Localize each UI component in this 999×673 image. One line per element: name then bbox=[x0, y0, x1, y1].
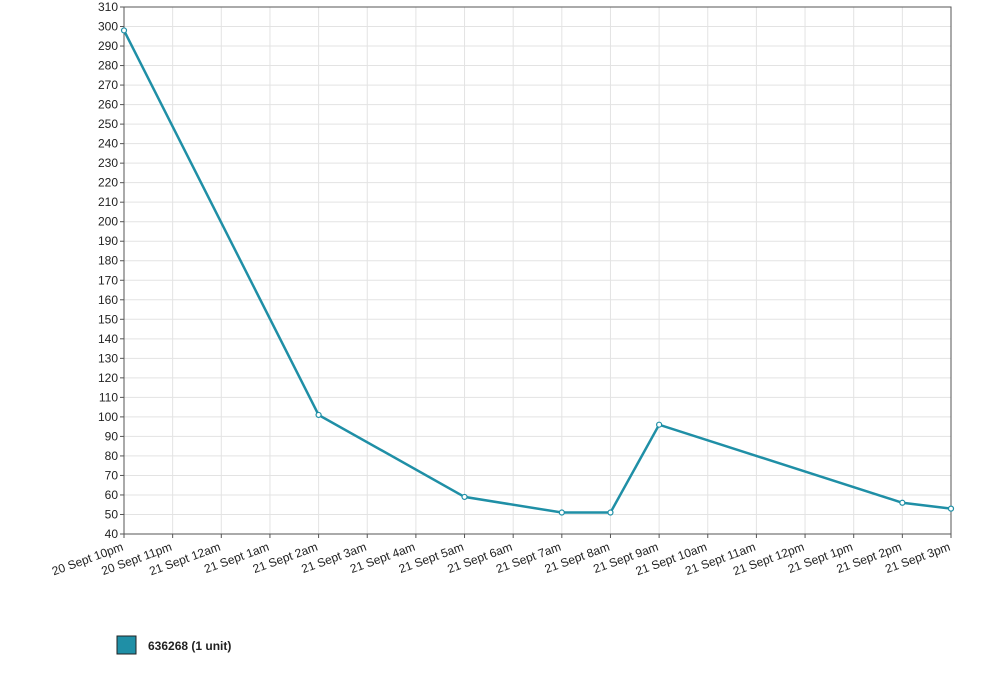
y-tick-label: 300 bbox=[98, 20, 118, 34]
y-tick-label: 150 bbox=[98, 312, 118, 326]
plot-frame bbox=[123, 6, 952, 535]
data-point bbox=[607, 509, 614, 516]
y-tick-label: 40 bbox=[105, 527, 119, 541]
y-tick-label: 180 bbox=[98, 254, 118, 268]
y-tick-label: 50 bbox=[105, 507, 119, 521]
y-tick-label: 140 bbox=[98, 332, 118, 346]
y-tick-label: 210 bbox=[98, 195, 118, 209]
y-tick-label: 280 bbox=[98, 59, 118, 73]
y-tick-label: 60 bbox=[105, 488, 119, 502]
data-point bbox=[899, 499, 906, 506]
legend-swatch bbox=[116, 635, 137, 655]
data-point bbox=[461, 493, 468, 501]
y-tick-label: 250 bbox=[98, 117, 118, 131]
data-point bbox=[656, 421, 663, 428]
y-tick-label: 120 bbox=[98, 371, 118, 385]
y-tick-label: 220 bbox=[98, 176, 118, 190]
y-tick-label: 290 bbox=[98, 39, 118, 53]
y-tick-label: 80 bbox=[105, 449, 119, 463]
y-tick-label: 160 bbox=[98, 293, 118, 307]
series-line bbox=[122, 29, 952, 514]
data-point bbox=[558, 509, 565, 516]
y-tick-label: 230 bbox=[98, 156, 118, 170]
y-tick-label: 110 bbox=[99, 390, 118, 404]
y-tick-label: 190 bbox=[98, 234, 118, 248]
y-tick-label: 90 bbox=[105, 429, 119, 443]
y-tick-label: 170 bbox=[98, 273, 118, 287]
y-tick-label: 200 bbox=[98, 215, 118, 229]
y-tick-label: 130 bbox=[98, 351, 118, 365]
data-point bbox=[120, 27, 128, 34]
y-tick-label: 270 bbox=[98, 78, 118, 92]
legend-label: 636268 (1 unit) bbox=[148, 639, 231, 653]
data-point bbox=[315, 411, 322, 419]
data-point bbox=[947, 505, 955, 512]
y-tick-label: 260 bbox=[98, 98, 118, 112]
y-tick-label: 240 bbox=[98, 137, 118, 151]
y-tick-label: 70 bbox=[105, 468, 119, 482]
y-tick-label: 310 bbox=[98, 0, 118, 14]
y-tick-label: 100 bbox=[98, 410, 118, 424]
